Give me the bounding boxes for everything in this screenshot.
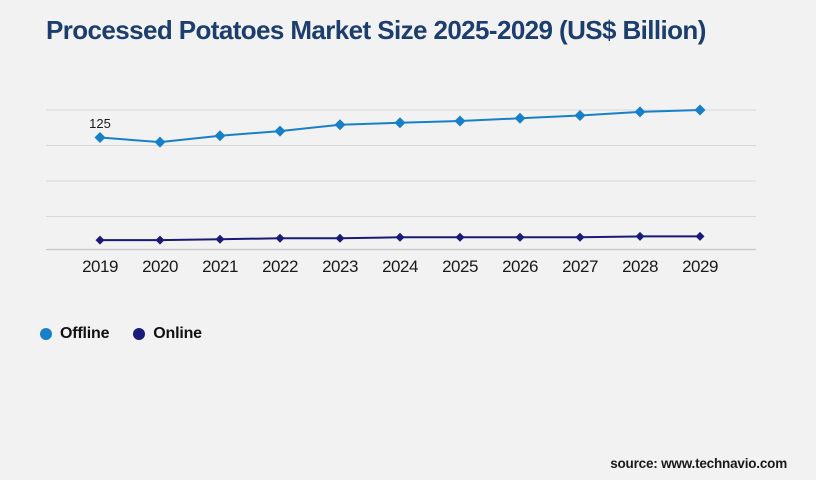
- x-tick-label-2026: 2026: [502, 257, 538, 276]
- x-tick-label-2019: 2019: [82, 257, 118, 276]
- data-point-offline-2022: [274, 125, 286, 137]
- source-attribution: source: www.technavio.com: [610, 456, 787, 471]
- x-tick-label-2029: 2029: [682, 257, 718, 276]
- data-point-online-2029: [695, 231, 705, 241]
- x-tick-label-2027: 2027: [562, 257, 598, 276]
- x-tick-label-2028: 2028: [622, 257, 658, 276]
- data-label-offline-2019: 125: [89, 116, 111, 131]
- x-tick-label-2020: 2020: [142, 257, 178, 276]
- legend-item-online: Online: [133, 325, 202, 343]
- x-tick-label-2022: 2022: [262, 257, 298, 276]
- data-point-offline-2023: [334, 119, 346, 131]
- x-tick-label-2023: 2023: [322, 257, 358, 276]
- data-point-offline-2026: [514, 112, 526, 124]
- x-tick-label-2025: 2025: [442, 257, 478, 276]
- data-point-online-2028: [635, 231, 645, 241]
- data-point-offline-2020: [154, 136, 166, 148]
- data-point-online-2023: [335, 233, 345, 243]
- legend-label-offline: Offline: [60, 325, 110, 342]
- x-tick-label-2021: 2021: [202, 257, 238, 276]
- data-point-offline-2028: [634, 106, 646, 118]
- market-size-line-chart: 125 2019 2020 2021 2022 2023 2024 2025 2026 2027 2…: [46, 104, 756, 276]
- data-point-online-2026: [515, 232, 525, 242]
- data-point-online-2020: [155, 235, 165, 245]
- online-legend-swatch-icon: [133, 328, 146, 340]
- x-tick-label-2024: 2024: [382, 257, 418, 276]
- data-point-online-2027: [575, 232, 585, 242]
- offline-legend-swatch-icon: [40, 328, 52, 340]
- data-point-offline-2021: [214, 130, 226, 142]
- data-point-online-2021: [215, 234, 225, 244]
- legend-label-online: Online: [153, 325, 202, 342]
- data-point-offline-2019: [94, 132, 106, 143]
- chart-legend: Offline Online: [40, 325, 202, 343]
- data-point-online-2019: [95, 235, 105, 245]
- data-point-offline-2027: [574, 110, 586, 121]
- data-point-online-2025: [455, 232, 465, 242]
- chart-title: Processed Potatoes Market Size 2025-2029…: [46, 15, 706, 45]
- data-point-offline-2025: [454, 115, 466, 127]
- data-point-online-2022: [275, 233, 285, 243]
- data-point-offline-2029: [694, 104, 706, 116]
- legend-item-offline: Offline: [40, 325, 109, 343]
- data-point-offline-2024: [394, 117, 406, 129]
- data-point-online-2024: [395, 232, 405, 242]
